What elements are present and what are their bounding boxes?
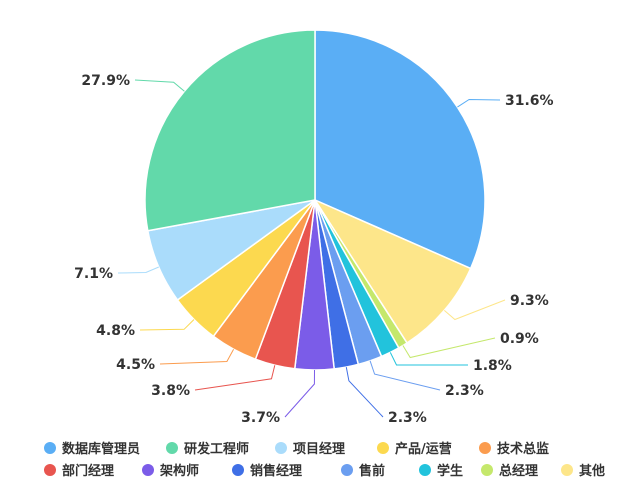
slice-value-label: 3.8%: [151, 383, 190, 399]
slice-value-label: 7.1%: [74, 266, 113, 282]
slice-value-label: 1.8%: [473, 358, 512, 374]
leader-line: [117, 266, 159, 274]
leader-line: [284, 369, 315, 418]
legend-item[interactable]: 售前: [341, 463, 385, 479]
legend-item[interactable]: 数据库管理员: [44, 441, 140, 457]
legend-label: 学生: [437, 463, 463, 479]
legend-label: 数据库管理员: [62, 441, 140, 457]
legend-marker: [44, 442, 56, 454]
legend-item[interactable]: 部门经理: [44, 463, 114, 479]
legend-marker: [419, 464, 431, 476]
legend-label: 销售经理: [250, 463, 302, 479]
legend-item[interactable]: 项目经理: [275, 441, 345, 457]
leader-line: [402, 337, 496, 359]
pie-slice[interactable]: [313, 198, 472, 344]
legend-marker: [561, 464, 573, 476]
slice-value-label: 9.3%: [510, 293, 549, 309]
slice-value-label: 2.3%: [445, 383, 484, 399]
legend-label: 项目经理: [293, 441, 345, 457]
legend-marker: [142, 464, 154, 476]
legend-label: 研发工程师: [184, 441, 249, 457]
legend-label: 技术总监: [497, 441, 549, 457]
legend-item[interactable]: 技术总监: [479, 441, 549, 457]
legend-marker: [275, 442, 287, 454]
slice-value-label: 3.7%: [241, 410, 280, 426]
legend-marker: [481, 464, 493, 476]
legend-item[interactable]: 架构师: [142, 463, 199, 479]
leader-line: [139, 319, 195, 331]
pie-slices: [144, 29, 486, 371]
leader-line: [134, 79, 185, 92]
slice-value-label: 2.3%: [388, 410, 427, 426]
legend-marker: [377, 442, 389, 454]
leader-line: [194, 365, 276, 391]
legend-item[interactable]: 产品/运营: [377, 441, 452, 457]
legend-item[interactable]: 其他: [561, 463, 605, 479]
leader-line: [159, 348, 235, 365]
slice-value-label: 31.6%: [505, 93, 554, 109]
legend-item[interactable]: 学生: [419, 463, 463, 479]
legend-marker: [166, 442, 178, 454]
leader-line: [345, 367, 384, 418]
legend-label: 产品/运营: [395, 441, 452, 457]
legend-marker: [44, 464, 56, 476]
legend-label: 售前: [359, 463, 385, 479]
slice-value-label: 0.9%: [500, 331, 539, 347]
pie-slice[interactable]: [314, 29, 486, 270]
legend-marker: [232, 464, 244, 476]
legend-marker: [341, 464, 353, 476]
pie-slice[interactable]: [144, 29, 316, 232]
legend-marker: [479, 442, 491, 454]
legend-item[interactable]: 总经理: [481, 463, 538, 479]
slice-labels: 31.6% 9.3% 0.9% 1.8% 2.3% 2.3% 3.7% 3.8% 4.5% 4.8…: [74, 73, 553, 426]
leader-line: [457, 98, 501, 108]
legend-label: 部门经理: [62, 463, 114, 479]
legend-label: 架构师: [159, 463, 199, 479]
legend-label: 其他: [579, 463, 605, 479]
slice-value-label: 4.5%: [116, 357, 155, 373]
legend-item[interactable]: 研发工程师: [166, 441, 249, 457]
leader-line: [443, 299, 506, 321]
leader-line: [369, 360, 441, 391]
leader-line: [389, 352, 468, 366]
legend-label: 总经理: [499, 463, 538, 479]
slice-value-label: 27.9%: [81, 73, 130, 89]
slice-value-label: 4.8%: [96, 323, 135, 339]
legend-item[interactable]: 销售经理: [232, 463, 302, 479]
